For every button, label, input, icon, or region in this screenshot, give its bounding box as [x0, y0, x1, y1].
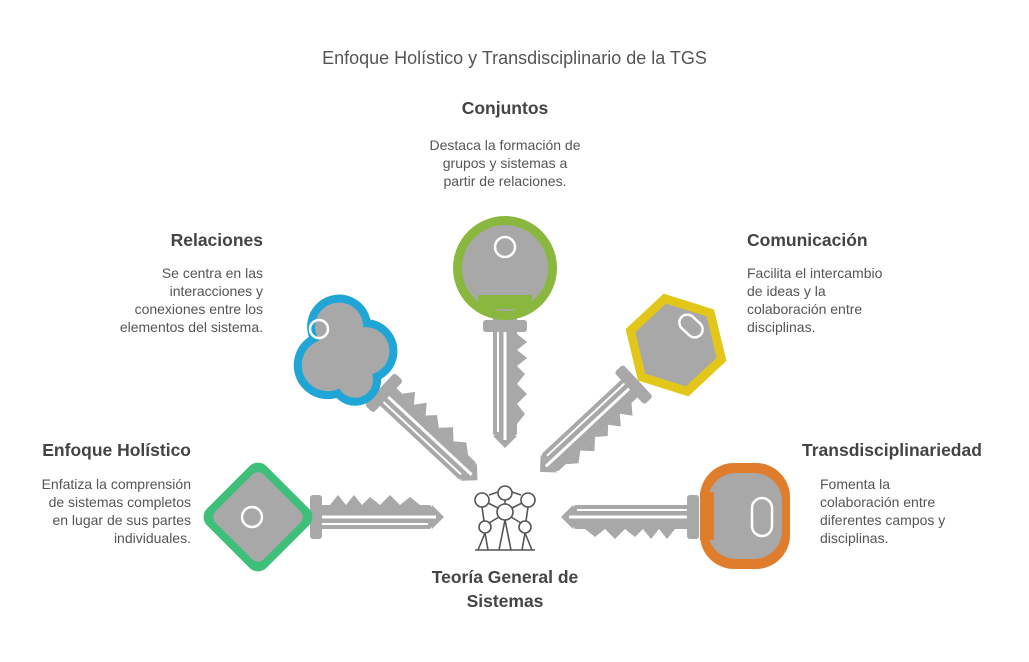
key-conjuntos	[453, 216, 557, 450]
label-comunicacion-title: Comunicación	[747, 230, 868, 250]
label-holistico-text: Enfatiza la comprensión de sistemas comp…	[41, 476, 191, 546]
network-icon	[474, 485, 536, 551]
center-label: Teoría General de Sistemas	[431, 567, 579, 611]
key-transdisciplinariedad	[559, 463, 790, 569]
label-transdisciplinariedad-title: Transdisciplinariedad	[802, 440, 982, 460]
label-transdisciplinariedad-text: Fomenta la colaboración entre diferentes…	[820, 476, 946, 546]
label-conjuntos-text: Destaca la formación de grupos y sistema…	[429, 137, 581, 189]
key-relaciones	[293, 294, 494, 491]
key-holistico	[203, 462, 446, 572]
label-conjuntos-title: Conjuntos	[461, 98, 549, 118]
label-holistico-title: Enfoque Holístico	[42, 440, 191, 460]
label-comunicacion-text: Facilita el intercambio de ideas y la co…	[747, 265, 883, 335]
label-relaciones-title: Relaciones	[170, 230, 263, 250]
label-relaciones-text: Se centra en las interacciones y conexio…	[119, 265, 263, 335]
key-comunicacion	[530, 293, 727, 490]
diagram-title: Enfoque Holístico y Transdisciplinario d…	[322, 48, 707, 68]
